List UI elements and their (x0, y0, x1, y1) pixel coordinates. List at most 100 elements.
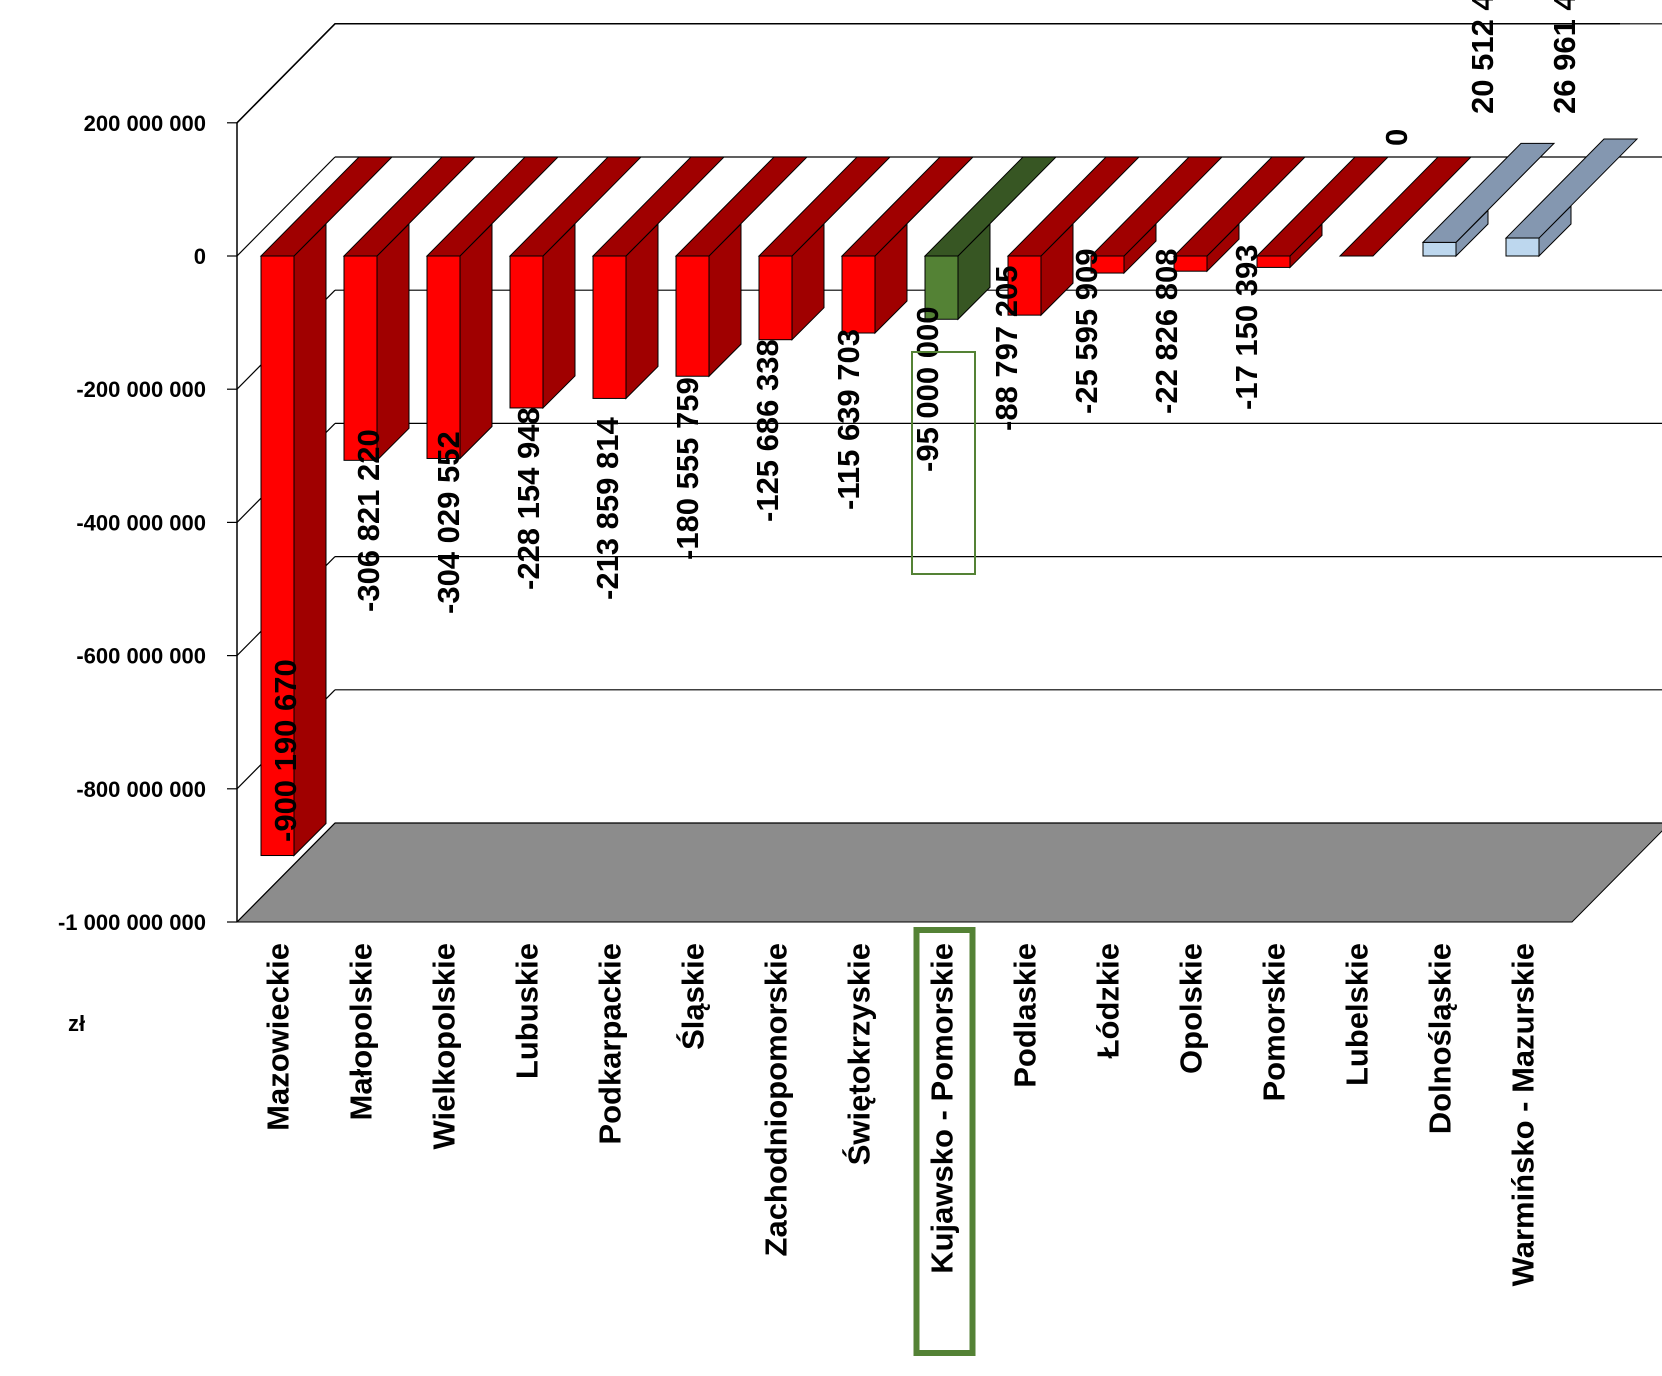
category-label: Podkarpackie (593, 943, 628, 1145)
data-label: -95 000 000 (910, 307, 945, 472)
bar-front (1505, 237, 1540, 257)
data-label: 26 961 466 (1547, 0, 1582, 114)
bar-top (425, 156, 560, 257)
gridline-diagonal (236, 156, 336, 257)
data-label: -900 190 670 (268, 659, 303, 842)
bar-top (1338, 156, 1473, 257)
bar-side (459, 222, 493, 460)
bar-front (260, 255, 295, 857)
data-label: 20 512 499 (1465, 0, 1500, 114)
y-tick-label: 0 (194, 244, 206, 269)
bar-front (343, 255, 378, 461)
bar-front (758, 255, 793, 341)
category-label: Łódzkie (1091, 943, 1126, 1058)
bar-front (1422, 241, 1457, 257)
category-label: Warmińsko - Mazurskie (1506, 943, 1541, 1286)
data-label: -25 595 909 (1069, 249, 1104, 414)
y-tick-label: -1 000 000 000 (58, 910, 206, 935)
gridlines (227, 23, 1662, 923)
bar-top (1255, 156, 1390, 257)
bar (674, 156, 809, 378)
y-axis-ticks: 200 000 000 0 -200 000 000 -400 000 000 -600… (58, 111, 206, 935)
bar (840, 156, 975, 335)
data-label: -22 826 808 (1149, 249, 1184, 414)
data-label: -306 821 220 (351, 429, 386, 612)
bar-front (509, 255, 544, 409)
bar (425, 156, 560, 460)
floor-plane (235, 822, 1662, 923)
bar-front (592, 255, 627, 399)
data-label: -213 859 814 (590, 417, 625, 600)
bar-top (508, 156, 643, 257)
bar-top (1421, 142, 1556, 243)
category-label: Małopolskie (344, 943, 379, 1120)
y-tick-label: -200 000 000 (76, 377, 206, 402)
bar (1421, 142, 1556, 258)
bar-top (923, 156, 1058, 257)
data-label: 0 (1379, 129, 1414, 146)
category-label: Mazowieckie (261, 943, 296, 1131)
bar-front (841, 255, 876, 334)
data-label: -304 029 552 (431, 431, 466, 614)
bar-top (757, 156, 892, 257)
y-tick-label: -400 000 000 (76, 510, 206, 535)
bar-front (1007, 255, 1042, 316)
bar-front (924, 255, 959, 320)
wall-top-edge (236, 23, 1620, 124)
bar (259, 156, 394, 857)
category-label: Podlaskie (1008, 943, 1043, 1088)
category-label: Dolnośląskie (1423, 943, 1458, 1134)
bar (1172, 156, 1307, 273)
bar-top (342, 156, 477, 257)
bar-top (1172, 156, 1307, 257)
bar (923, 156, 1058, 321)
bar (1504, 138, 1639, 258)
bar (1006, 156, 1141, 317)
bars (259, 138, 1639, 857)
bar (508, 156, 643, 410)
category-label: Zachodniopomorskie (759, 943, 794, 1256)
bar (342, 156, 477, 462)
category-label: Pomorskie (1257, 943, 1292, 1102)
bar-front (675, 255, 710, 377)
data-label: -125 686 338 (750, 339, 785, 522)
data-label: -228 154 948 (511, 407, 546, 590)
y-tick-label: 200 000 000 (84, 111, 206, 136)
category-label: Lubelskie (1340, 943, 1375, 1086)
category-label: Kujawsko - Pomorskie (925, 943, 960, 1274)
gridline-diagonal (236, 822, 336, 923)
bar-top (674, 156, 809, 257)
bar-top (259, 156, 394, 257)
chart-floor (235, 822, 1662, 923)
bar-top (1006, 156, 1141, 257)
category-label: Lubuskie (510, 943, 545, 1079)
bar-top (1504, 138, 1639, 239)
category-label: Opolskie (1174, 943, 1209, 1074)
highlight-category-box (913, 927, 976, 1356)
bar (757, 156, 892, 341)
category-label: Śląskie (675, 943, 711, 1050)
data-label: -88 797 205 (989, 266, 1024, 431)
unit-label: zł (68, 1011, 85, 1036)
category-label: Świętokrzyskie (841, 943, 877, 1165)
gridline-diagonal (236, 23, 336, 124)
bar (1089, 156, 1224, 275)
data-label: -115 639 703 (831, 329, 866, 510)
bar (591, 156, 726, 400)
bar-top (591, 156, 726, 257)
data-label: -180 555 759 (670, 377, 705, 560)
highlight-label-box (911, 351, 976, 575)
data-label: -17 150 393 (1229, 245, 1264, 410)
bar-top (840, 156, 975, 257)
category-label: Wielkopolskie (427, 943, 462, 1149)
y-tick-label: -800 000 000 (76, 777, 206, 802)
bar (1338, 156, 1473, 257)
bar-front (426, 255, 461, 459)
bar (1255, 156, 1390, 269)
bar-top (1089, 156, 1224, 257)
data-labels: -900 190 670 -306 821 220 -304 029 552 -228… (268, 0, 1582, 842)
y-tick-label: -600 000 000 (76, 644, 206, 669)
bar-side (376, 222, 410, 462)
x-axis-categories: Mazowieckie Małopolskie Wielkopolskie Lubus… (261, 927, 1541, 1356)
